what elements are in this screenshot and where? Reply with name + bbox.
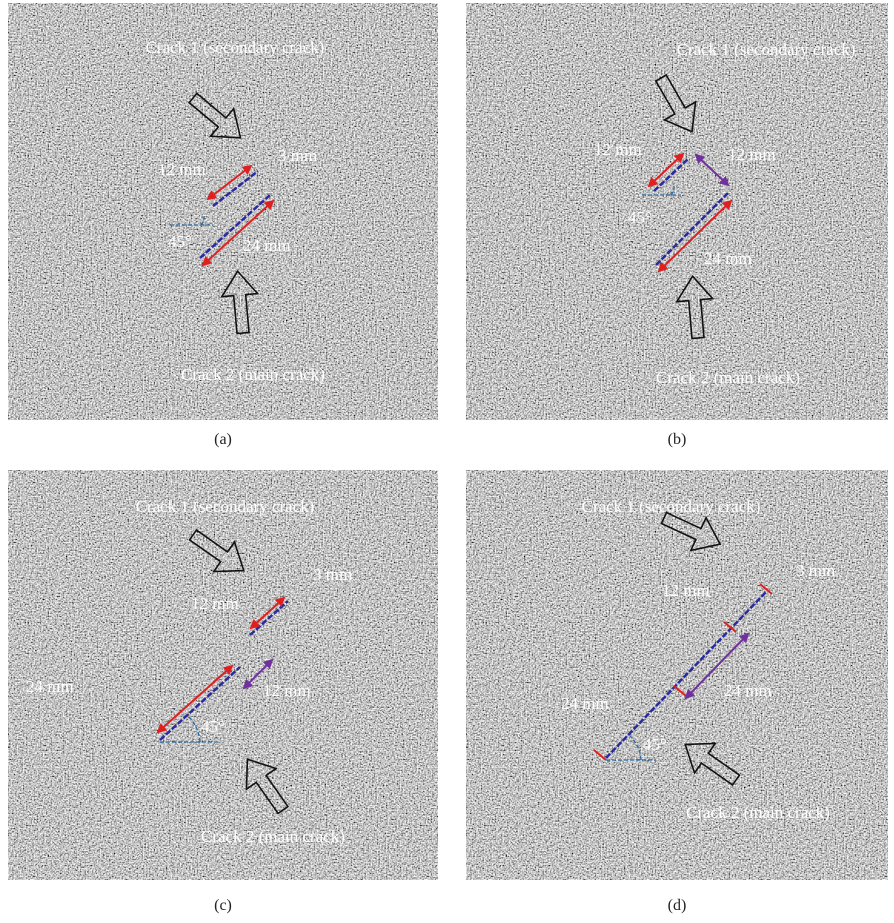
caption: (b) — [668, 431, 687, 448]
crack1-label: Crack 1 (secondary crack) — [136, 497, 315, 516]
speckle — [8, 3, 438, 420]
panel-a: Crack 1 (secondary crack) Crack 2 (main … — [8, 3, 438, 420]
dim-label: 3 mm — [278, 146, 317, 165]
crack2-label: Crack 2 (main crack) — [181, 365, 325, 384]
dim-label: 12 mm — [728, 145, 776, 164]
dim-label: 45° — [201, 717, 225, 736]
crack1-label: Crack 1 (secondary crack) — [582, 497, 761, 516]
panel-c: Crack 1 (secondary crack) Crack 2 (main … — [8, 470, 438, 880]
dim-label: 24 mm — [561, 694, 609, 713]
dim-label: 12 mm — [594, 140, 642, 159]
speckle — [466, 3, 888, 420]
caption: (c) — [214, 897, 232, 914]
dim-label: 12 mm — [158, 160, 206, 179]
crack2-label: Crack 2 (main crack) — [656, 368, 800, 387]
crack1-label: Crack 1 (secondary crack) — [146, 38, 325, 57]
caption: (a) — [214, 431, 232, 448]
panel-d: Crack 1 (secondary crack) Crack 2 (main … — [466, 470, 888, 880]
crack2-label: Crack 2 (main crack) — [201, 827, 345, 846]
dim-label: 24 mm — [704, 249, 752, 268]
crack2-label: Crack 2 (main crack) — [686, 803, 830, 822]
dim-label: 24 mm — [243, 236, 291, 255]
dim-label: 45° — [168, 232, 192, 251]
dim-label: 45° — [628, 208, 652, 227]
dim-label: 45° — [643, 735, 667, 754]
figure: Crack 1 (secondary crack) Crack 2 (main … — [0, 0, 894, 923]
dim-label: 24 mm — [26, 677, 74, 696]
dim-label: 12 mm — [263, 681, 311, 700]
crack1-label: Crack 1 (secondary crack) — [677, 40, 856, 59]
dim-label: 3 mm — [796, 561, 835, 580]
caption: (d) — [668, 897, 687, 914]
dim-label: 3 mm — [313, 565, 352, 584]
dim-label: 12 mm — [662, 581, 710, 600]
dim-label: 24 mm — [724, 681, 772, 700]
panel-b: Crack 1 (secondary crack) Crack 2 (main … — [466, 3, 888, 420]
dim-label: 12 mm — [191, 594, 239, 613]
